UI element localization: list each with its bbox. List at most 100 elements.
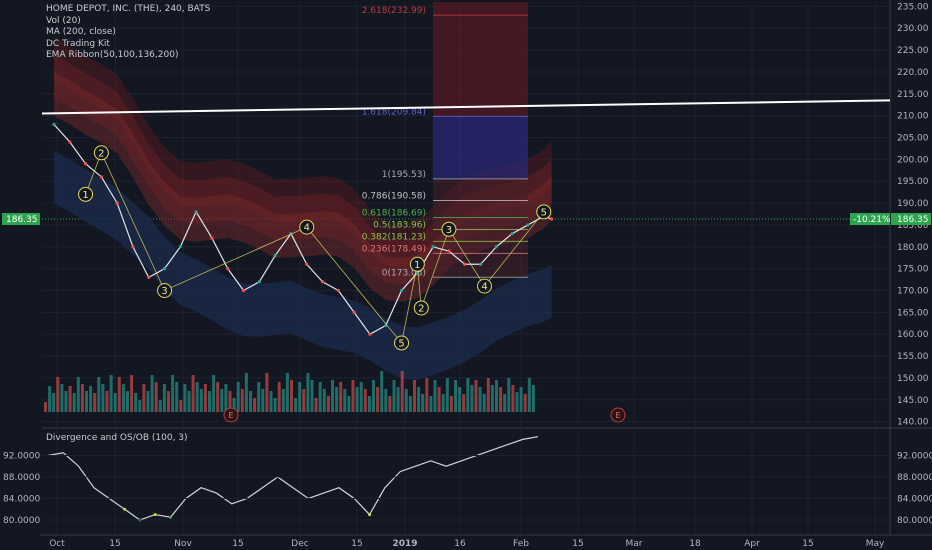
- close-point: [226, 267, 230, 271]
- volume-bar: [437, 387, 441, 412]
- y-tick-label: 165.00: [897, 308, 929, 318]
- volume-bar: [478, 387, 482, 412]
- close-point: [131, 245, 135, 249]
- volume-bar: [441, 394, 445, 412]
- volume-bar: [511, 385, 515, 412]
- fib-label: 0.382(181.23): [362, 232, 426, 242]
- volume-bar: [142, 384, 146, 412]
- volume-bar: [109, 375, 113, 412]
- close-point: [52, 122, 56, 126]
- osc-tick-label-right: 80.0000: [897, 516, 932, 526]
- oscillator-oversold-point: [123, 507, 127, 511]
- volume-bar: [191, 375, 195, 412]
- wave-label-circle: [409, 256, 425, 272]
- volume-bar: [400, 371, 404, 412]
- last-change-tag: [850, 213, 890, 226]
- close-point: [510, 232, 514, 236]
- volume-bar: [408, 396, 412, 412]
- volume-bar: [314, 398, 318, 412]
- legend-line-ema[interactable]: EMA Ribbon(50,100,136,200): [46, 50, 179, 60]
- last-price-tag-right: [891, 213, 931, 226]
- x-tick-label: 2019: [392, 539, 417, 549]
- fib-label: 0.786(190.58): [362, 192, 426, 202]
- close-point: [210, 236, 214, 240]
- volume-bar: [253, 398, 257, 412]
- wave-label: 5: [541, 207, 547, 218]
- wave-label-circle: [441, 221, 457, 237]
- close-point: [115, 201, 119, 205]
- y-tick-label: 210.00: [897, 112, 929, 122]
- volume-bar: [326, 396, 330, 412]
- volume-bar: [105, 391, 109, 412]
- price-axis: 140.00 145.00 150.00 155.00 160.00 165.00 170.…: [2, 2, 931, 428]
- volume-bar: [351, 380, 355, 412]
- oscillator-legend[interactable]: Divergence and OS/OB (100, 3): [46, 433, 188, 443]
- legend-line-volume[interactable]: Vol (20): [46, 15, 81, 26]
- time-axis: Oct 15 Nov 15 Dec 15 2019 16 Feb 15 Mar 18 Apr 15 May: [49, 539, 885, 549]
- volume-bar: [429, 396, 433, 412]
- x-tick-label: 16: [454, 539, 466, 549]
- osc-tick-label-right: 92.0000: [897, 451, 932, 461]
- volume-bar: [486, 378, 490, 412]
- close-point: [526, 223, 530, 227]
- earnings-marker-label: E: [615, 411, 620, 420]
- volume-bar: [404, 389, 408, 412]
- volume-bar: [85, 391, 88, 412]
- wave-label: 2: [418, 303, 424, 314]
- oscillator-oversold-point: [153, 513, 157, 517]
- wave-label-circle: [536, 204, 552, 220]
- volume-bar: [68, 386, 72, 412]
- legend-line-dc[interactable]: DC Trading Kit: [46, 38, 110, 49]
- volume-bar: [392, 380, 396, 412]
- volume-bar: [285, 373, 289, 412]
- fib-label: 2.618(232.99): [362, 6, 426, 16]
- volume-bar: [281, 389, 285, 412]
- wave-label: 4: [304, 223, 310, 234]
- close-point: [147, 275, 151, 279]
- volume-bar: [367, 396, 371, 412]
- volume-bar: [146, 391, 150, 412]
- y-tick-label: 230.00: [897, 24, 929, 34]
- y-tick-label: 145.00: [897, 396, 929, 406]
- volume-bar: [499, 387, 503, 412]
- volume-bar: [44, 402, 47, 412]
- legend-line-ma[interactable]: MA (200, close): [46, 27, 116, 37]
- volume-bar: [257, 382, 261, 412]
- close-point: [273, 253, 277, 258]
- volume-bar: [359, 382, 363, 412]
- close-point: [368, 332, 372, 336]
- volume-bar: [290, 380, 293, 412]
- wave-label: 5: [398, 338, 404, 349]
- wave-label-circle: [157, 282, 173, 298]
- last-change: -10.21%: [853, 215, 891, 225]
- close-point: [399, 288, 404, 293]
- close-point: [68, 140, 72, 144]
- volume-bar: [425, 378, 429, 412]
- x-tick-label: 15: [232, 539, 243, 549]
- y-tick-label: 155.00: [897, 352, 929, 362]
- last-price-tag-left: [2, 213, 40, 226]
- volume-bar: [130, 375, 134, 412]
- volume-bar: [249, 391, 252, 412]
- volume-bar: [265, 373, 269, 412]
- y-tick-label: 140.00: [897, 418, 929, 428]
- x-tick-label: Oct: [49, 539, 65, 549]
- osc-tick-label-left: 80.0000: [3, 516, 40, 526]
- wave-label: 1: [82, 190, 88, 201]
- fib-zone-red: [433, 2, 528, 117]
- close-point: [431, 245, 435, 249]
- fib-label: 0.5(183.96): [373, 220, 426, 230]
- volume-bar: [306, 373, 310, 412]
- y-tick-label: 180.00: [897, 243, 929, 253]
- volume-bar: [171, 375, 175, 412]
- volume-bar: [195, 382, 199, 412]
- volume-bar: [372, 380, 375, 412]
- legend-title[interactable]: HOME DEPOT, INC. (THE), 240, BATS: [46, 4, 211, 14]
- volume-bar: [466, 378, 470, 412]
- x-tick-label: 15: [802, 539, 813, 549]
- volume-bar: [347, 396, 351, 412]
- oscillator-panel: [47, 436, 539, 522]
- volume-bar: [224, 384, 228, 412]
- last-price-left: 186.35: [6, 215, 38, 225]
- close-point: [494, 245, 498, 249]
